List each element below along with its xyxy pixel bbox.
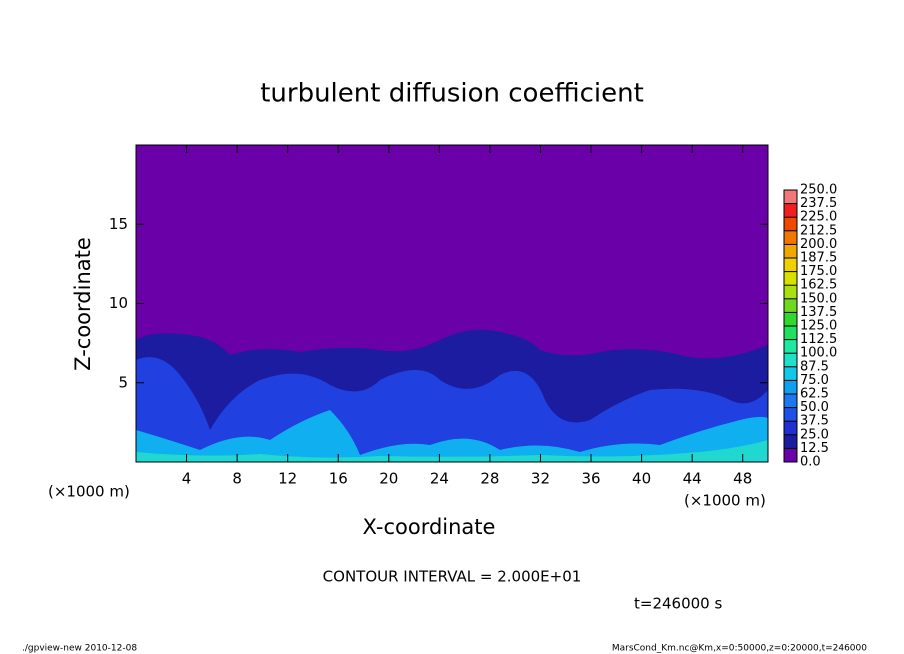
colorbar-segment (784, 339, 797, 354)
chart-title: turbulent diffusion coefficient (260, 79, 644, 109)
x-axis-label: X-coordinate (363, 515, 496, 539)
x-tick-label: 8 (232, 470, 242, 488)
colorbar-label: 12.5 (800, 441, 829, 456)
colorbar-label: 112.5 (800, 332, 837, 347)
x-tick-label: 48 (733, 470, 752, 488)
colorbar-segment (784, 285, 797, 299)
x-tick-label: 40 (632, 470, 651, 488)
colorbar-label: 25.0 (800, 427, 829, 442)
x-tick-label: 24 (430, 470, 449, 488)
x-tick-label: 16 (329, 470, 348, 488)
footer-right: MarsCond_Km.nc@Km,x=0:50000,z=0:20000,t=… (612, 644, 867, 654)
colorbar-label: 162.5 (800, 278, 837, 293)
x-unit-label: (×1000 m) (684, 492, 766, 510)
colorbar-segment (784, 258, 797, 272)
footer-left: ./gpview-new 2010-12-08 (22, 644, 137, 654)
colorbar-segment (784, 380, 797, 394)
colorbar-segment (784, 230, 797, 245)
x-tick-label: 12 (278, 470, 297, 488)
field-region (136, 440, 768, 462)
y-tick-label: 10 (109, 294, 128, 312)
colorbar-label: 0.0 (800, 455, 821, 470)
colorbar-label: 237.5 (800, 196, 837, 211)
colorbar-segment (784, 366, 797, 381)
colorbar-segment (784, 271, 797, 286)
colorbar-label: 212.5 (800, 223, 837, 238)
colorbar-label: 75.0 (800, 373, 829, 388)
colorbar-segment (784, 448, 797, 462)
colorbar-label: 137.5 (800, 305, 837, 320)
x-tick-label: 4 (182, 470, 192, 488)
y-unit-label: (×1000 m) (48, 483, 130, 501)
colorbar-label: 175.0 (800, 264, 837, 279)
y-tick-label: 5 (118, 373, 128, 391)
colorbar-segment (784, 217, 797, 231)
colorbar-label: 125.0 (800, 319, 837, 334)
colorbar-label: 87.5 (800, 359, 829, 374)
colorbar-segment (784, 244, 797, 258)
colorbar-segment (784, 407, 797, 422)
colorbar-segment (784, 394, 797, 408)
colorbar-segment (784, 298, 797, 313)
x-tick-label: 44 (683, 470, 702, 488)
colorbar-label: 50.0 (800, 400, 829, 415)
x-tick-label: 20 (379, 470, 398, 488)
x-tick-label: 32 (531, 470, 550, 488)
colorbar-label: 250.0 (800, 183, 837, 198)
colorbar-label: 100.0 (800, 346, 837, 361)
colorbar-label: 200.0 (800, 237, 837, 252)
colorbar-segment (784, 190, 797, 204)
time-label: t=246000 s (634, 595, 722, 613)
colorbar-label: 225.0 (800, 210, 837, 225)
colorbar-segment (784, 421, 797, 435)
y-tick-label: 15 (109, 215, 128, 233)
colorbar-segment (784, 312, 797, 326)
field-region (136, 410, 768, 462)
colorbar-segment (784, 434, 797, 449)
colorbar-label: 37.5 (800, 414, 829, 429)
colorbar-segment (784, 203, 797, 218)
colorbar-label: 187.5 (800, 251, 837, 266)
colorbar-segment (784, 353, 797, 367)
colorbar-segment (784, 326, 797, 340)
colorbar-label: 150.0 (800, 291, 837, 306)
field (136, 145, 768, 462)
x-tick-label: 28 (480, 470, 499, 488)
colorbar-label: 62.5 (800, 387, 829, 402)
y-axis-label: Z-coordinate (71, 237, 95, 371)
x-tick-label: 36 (581, 470, 600, 488)
contour-interval: CONTOUR INTERVAL = 2.000E+01 (323, 568, 582, 586)
